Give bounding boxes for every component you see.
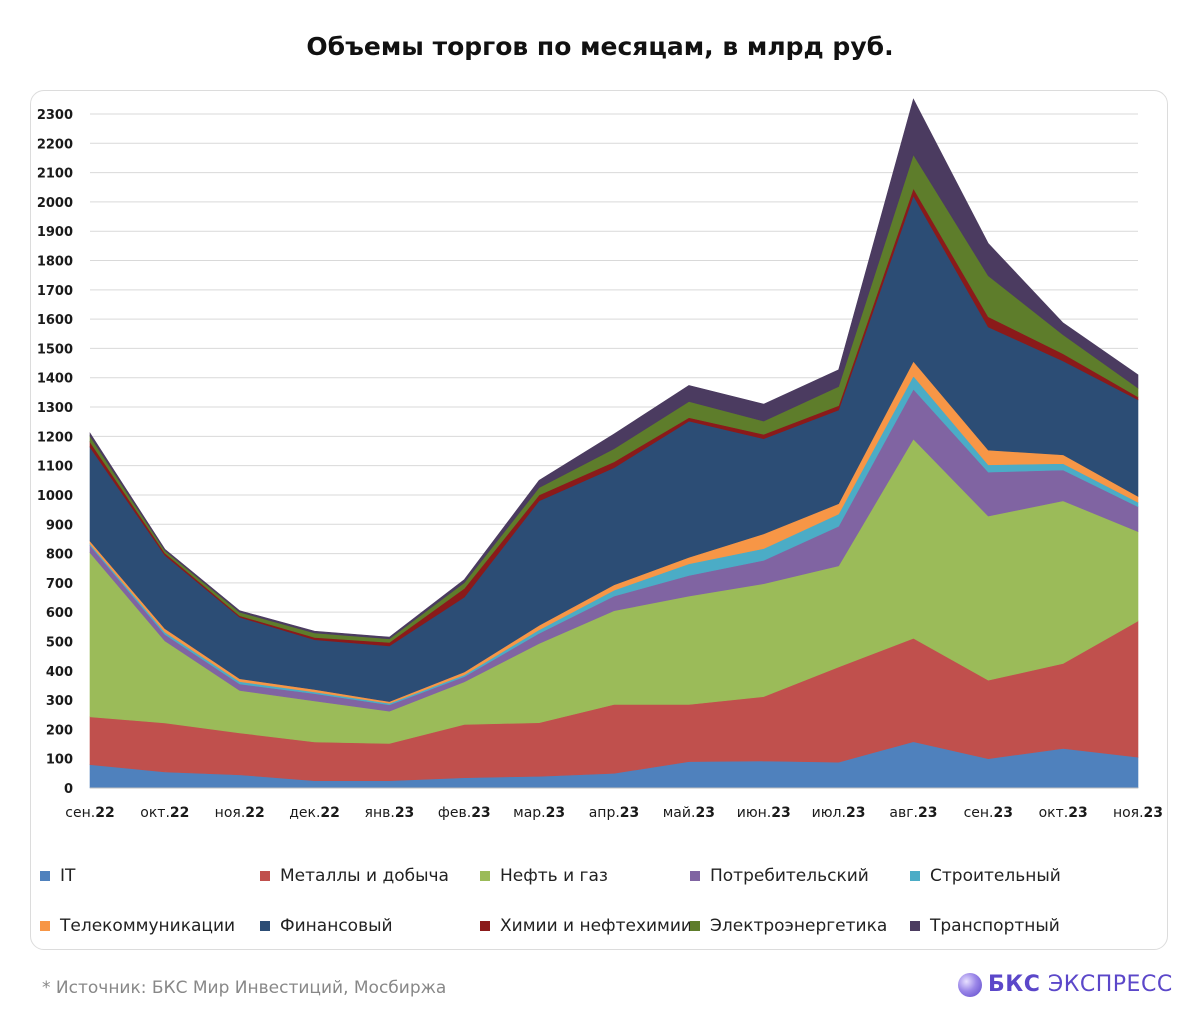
legend-swatch [480, 921, 490, 931]
legend-label: Финансовый [280, 916, 393, 936]
x-tick-label: ноя.22 [215, 805, 265, 821]
legend-swatch [260, 871, 270, 881]
y-tick-label: 500 [46, 635, 73, 650]
legend-swatch [260, 921, 270, 931]
legend-label: Строительный [930, 866, 1061, 886]
legend-item: Нефть и газ [480, 866, 608, 886]
legend-item: Электроэнергетика [690, 916, 887, 936]
y-tick-label: 2000 [37, 196, 73, 211]
x-tick-label: май.23 [663, 805, 715, 821]
legend-item: Химии и нефтехимии [480, 916, 692, 936]
legend-item: Телекоммуникации [40, 916, 235, 936]
x-tick-label: ноя.23 [1113, 805, 1163, 821]
legend-label: IT [60, 866, 76, 886]
x-tick-label: дек.22 [289, 805, 340, 821]
y-tick-label: 2200 [37, 137, 73, 152]
y-tick-label: 2300 [37, 108, 73, 123]
x-tick-label: мар.23 [513, 805, 565, 821]
y-tick-label: 600 [46, 606, 73, 621]
y-tick-label: 0 [64, 782, 73, 797]
legend-label: Нефть и газ [500, 866, 608, 886]
legend-item: Металлы и добыча [260, 866, 449, 886]
legend-swatch [910, 871, 920, 881]
y-tick-label: 1800 [37, 255, 73, 270]
y-tick-label: 800 [46, 548, 73, 563]
stacked-area-chart: 0 100 200 300 400 500 600 700 800 900 1000 1100 1200… [37, 98, 1163, 821]
source-footnote: * Источник: БКС Мир Инвестиций, Мосбиржа [42, 978, 447, 998]
legend-item: Строительный [910, 866, 1061, 886]
legend-label: Металлы и добыча [280, 866, 449, 886]
y-tick-label: 1400 [37, 372, 73, 387]
x-tick-label: июл.23 [812, 805, 866, 821]
legend-swatch [40, 871, 50, 881]
legend-swatch [910, 921, 920, 931]
y-tick-label: 300 [46, 694, 73, 709]
y-tick-label: 1900 [37, 225, 73, 240]
legend-item: IT [40, 866, 75, 886]
y-tick-label: 2100 [37, 167, 73, 182]
y-tick-label: 1500 [37, 342, 73, 357]
y-tick-label: 700 [46, 577, 73, 592]
legend-swatch [40, 921, 50, 931]
x-tick-label: июн.23 [737, 805, 791, 821]
legend-swatch [690, 921, 700, 931]
legend-label: Электроэнергетика [710, 916, 888, 936]
legend-item: Финансовый [260, 916, 393, 936]
y-tick-label: 1200 [37, 430, 73, 445]
legend-swatch [480, 871, 490, 881]
brand-name-rest: ЭКСПРЕСС [1040, 972, 1173, 997]
legend-item: Потребительский [690, 866, 869, 886]
legend-label: Химии и нефтехимии [500, 916, 692, 936]
y-tick-label: 1300 [37, 401, 73, 416]
brand-logo: БКС ЭКСПРЕСС [958, 972, 1173, 997]
y-tick-label: 200 [46, 723, 73, 738]
x-tick-label: сен.23 [964, 805, 1013, 821]
y-tick-label: 1000 [37, 489, 73, 504]
y-tick-label: 1700 [37, 284, 73, 299]
y-tick-label: 400 [46, 665, 73, 680]
brand-name: БКС ЭКСПРЕСС [988, 972, 1173, 997]
y-tick-label: 100 [46, 753, 73, 768]
x-tick-label: янв.23 [365, 805, 415, 821]
x-tick-label: авг.23 [889, 805, 937, 821]
brand-sphere-icon [958, 972, 982, 997]
legend-swatch [690, 871, 700, 881]
y-tick-label: 1600 [37, 313, 73, 328]
y-tick-label: 1100 [37, 460, 73, 475]
brand-name-strong: БКС [988, 972, 1041, 997]
legend-item: Транспортный [910, 916, 1060, 936]
x-tick-label: апр.23 [589, 805, 640, 821]
legend-label: Транспортный [930, 916, 1060, 936]
x-tick-label: фев.23 [438, 805, 491, 821]
legend-label: Потребительский [710, 866, 869, 886]
chart-title: Объемы торгов по месяцам, в млрд руб. [306, 32, 894, 61]
x-tick-label: сен.22 [65, 805, 114, 821]
series-area-9 [89, 98, 1139, 640]
y-tick-label: 900 [46, 518, 73, 533]
x-tick-label: окт.22 [140, 805, 189, 821]
x-tick-label: окт.23 [1039, 805, 1088, 821]
legend-label: Телекоммуникации [60, 916, 236, 936]
